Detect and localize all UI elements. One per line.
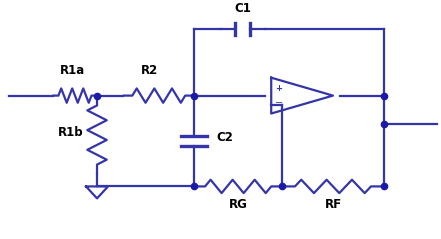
Text: C1: C1 [234,2,251,15]
Text: +: + [275,84,282,93]
Text: R2: R2 [141,64,159,77]
Text: −: − [275,98,283,108]
Text: RG: RG [229,198,247,211]
Text: C2: C2 [216,131,233,144]
Text: R1a: R1a [60,64,86,77]
Text: RF: RF [325,198,341,211]
Text: R1b: R1b [58,126,83,139]
